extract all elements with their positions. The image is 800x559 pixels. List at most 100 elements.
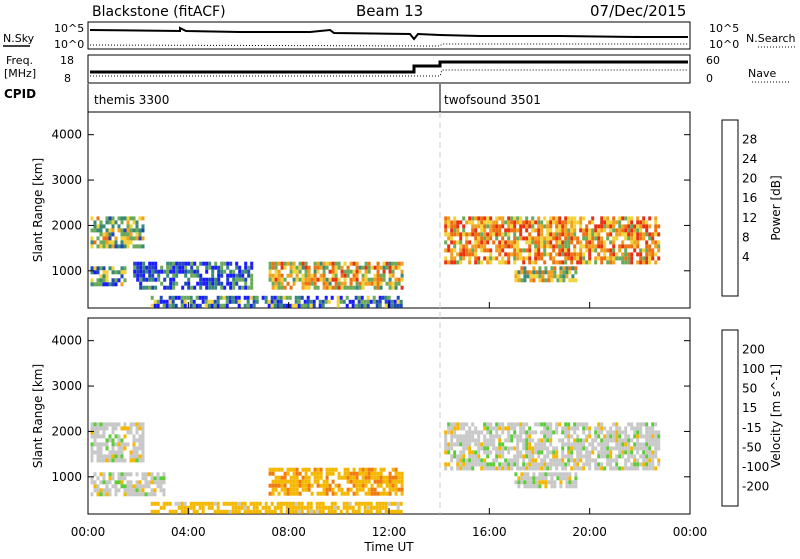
data-cell xyxy=(90,492,94,497)
data-cell xyxy=(369,501,373,506)
data-cell xyxy=(615,232,619,237)
data-cell xyxy=(274,281,278,286)
data-cell xyxy=(543,252,547,257)
data-cell xyxy=(510,466,514,471)
data-cell xyxy=(333,505,337,510)
data-cell xyxy=(139,269,143,274)
y-tick-label: 2000 xyxy=(51,424,82,438)
data-cell xyxy=(271,471,275,476)
data-cell xyxy=(585,438,589,443)
data-cell xyxy=(639,236,643,241)
data-cell xyxy=(462,438,466,443)
data-cell xyxy=(525,442,529,447)
data-cell xyxy=(354,295,358,300)
data-cell xyxy=(90,422,94,427)
data-cell xyxy=(90,446,94,451)
data-cell xyxy=(576,450,580,455)
data-cell xyxy=(627,256,631,261)
data-cell xyxy=(594,224,598,229)
data-cell xyxy=(585,462,589,467)
data-cell xyxy=(363,501,367,506)
data-cell xyxy=(654,450,658,455)
data-cell xyxy=(144,476,148,481)
data-cell xyxy=(564,434,568,439)
data-cell xyxy=(93,220,97,225)
data-cell xyxy=(564,430,568,435)
data-cell xyxy=(223,285,227,290)
data-cell xyxy=(138,244,142,249)
data-cell xyxy=(564,256,568,261)
data-cell xyxy=(304,261,308,266)
data-cell xyxy=(474,450,478,455)
data-cell xyxy=(459,248,463,253)
data-cell xyxy=(235,261,239,266)
data-cell xyxy=(654,434,658,439)
data-cell xyxy=(307,467,311,472)
data-cell xyxy=(501,256,505,261)
data-cell xyxy=(573,458,577,463)
data-cell xyxy=(528,462,532,467)
data-cell xyxy=(324,295,328,300)
data-cell xyxy=(138,446,142,451)
data-cell xyxy=(582,256,586,261)
data-cell xyxy=(552,454,556,459)
data-cell xyxy=(135,220,139,225)
data-cell xyxy=(133,265,137,270)
data-cell xyxy=(537,450,541,455)
data-cell xyxy=(654,240,658,245)
data-cell xyxy=(474,224,478,229)
data-cell xyxy=(636,458,640,463)
data-cell xyxy=(633,426,637,431)
data-cell xyxy=(624,244,628,249)
data-cell xyxy=(366,303,370,308)
data-cell xyxy=(588,454,592,459)
data-cell xyxy=(579,438,583,443)
data-cell xyxy=(399,303,403,308)
data-cell xyxy=(169,277,173,282)
data-cell xyxy=(319,277,323,282)
data-cell xyxy=(645,252,649,257)
data-cell xyxy=(208,285,212,290)
data-cell xyxy=(243,509,247,514)
data-cell xyxy=(394,491,398,496)
data-cell xyxy=(111,476,115,481)
colorbar-tick-label: 12 xyxy=(742,211,757,225)
data-cell xyxy=(444,446,448,451)
data-cell xyxy=(468,248,472,253)
data-cell xyxy=(540,458,544,463)
data-cell xyxy=(225,295,229,300)
data-cell xyxy=(96,422,100,427)
data-cell xyxy=(513,256,517,261)
data-cell xyxy=(282,501,286,506)
data-cell xyxy=(582,442,586,447)
data-cell xyxy=(606,430,610,435)
data-cell xyxy=(456,224,460,229)
data-cell xyxy=(307,479,311,484)
data-cell xyxy=(96,442,100,447)
data-cell xyxy=(645,438,649,443)
data-cell xyxy=(498,216,502,221)
data-cell xyxy=(376,277,380,282)
data-cell xyxy=(298,491,302,496)
data-cell xyxy=(618,442,622,447)
data-cell xyxy=(345,303,349,308)
data-cell xyxy=(541,480,545,485)
data-cell xyxy=(123,434,127,439)
data-cell xyxy=(534,240,538,245)
data-cell xyxy=(373,273,377,278)
data-cell xyxy=(568,278,572,283)
data-cell xyxy=(246,505,250,510)
data-cell xyxy=(292,269,296,274)
data-cell xyxy=(271,487,275,492)
data-cell xyxy=(600,446,604,451)
data-cell xyxy=(582,438,586,443)
data-cell xyxy=(159,480,163,485)
data-cell xyxy=(477,438,481,443)
data-cell xyxy=(270,501,274,506)
data-cell xyxy=(537,446,541,451)
data-cell xyxy=(135,492,139,497)
data-cell xyxy=(483,422,487,427)
data-cell xyxy=(549,466,553,471)
data-cell xyxy=(567,458,571,463)
data-cell xyxy=(603,466,607,471)
